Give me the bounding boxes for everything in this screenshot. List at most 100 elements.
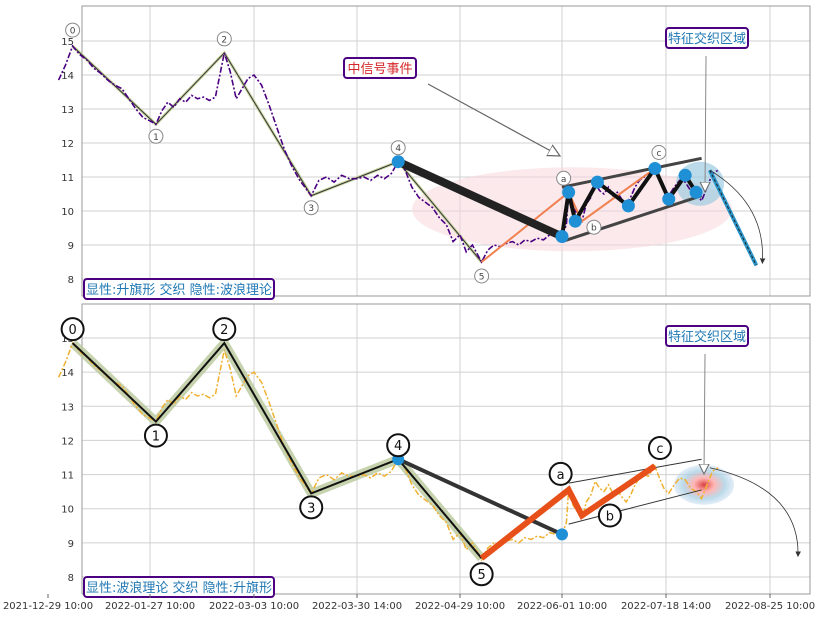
bottom-flag-point <box>556 528 568 541</box>
bottom-interweave-arrow <box>704 353 705 474</box>
top-y-tick-label: 12 <box>61 139 74 150</box>
top-footer-label: 显性:升旗形 交织 隐性:波浪理论 <box>86 282 272 298</box>
top-wave-label-circle <box>303 200 319 216</box>
x-tick-label: 2022-03-30 14:00 <box>312 601 402 612</box>
top-wave-label: 1 <box>153 133 159 143</box>
bottom-wave-label-circle <box>212 317 237 342</box>
top-annotation-label: 中信号事件 <box>347 62 412 77</box>
top-interweave-arrow <box>705 55 706 192</box>
top-flag-point <box>689 185 703 199</box>
top-wave-label: 2 <box>221 35 227 45</box>
top-y-tick-label: 13 <box>61 105 74 116</box>
bottom-footer-box <box>83 576 275 598</box>
bottom-wave-label-circle <box>60 317 85 342</box>
bottom-y-tick-label: 12 <box>61 436 74 447</box>
x-tick-label: 2022-08-25 10:00 <box>725 601 815 612</box>
top-wave-label-circle <box>390 140 406 156</box>
bottom-panel: 89101112131415012345abc特征交织区域显性:波浪理论 交织 … <box>57 303 811 598</box>
top-wave-label: 3 <box>308 204 314 214</box>
top-wave-label: 5 <box>479 273 485 283</box>
top-abc-label-circle <box>651 145 667 160</box>
x-tick-label: 2022-03-03 10:00 <box>209 601 299 612</box>
top-abc-label: a <box>561 175 567 185</box>
top-flag-point <box>562 185 576 199</box>
bottom-wave-label: 3 <box>307 501 315 516</box>
bottom-abc-label: b <box>606 510 614 525</box>
top-wave-shadow <box>71 45 483 263</box>
bottom-wave-label: 4 <box>394 439 402 454</box>
top-wave-label: 0 <box>70 27 76 37</box>
bottom-wave-label-circle <box>143 423 168 448</box>
bottom-plot-frame <box>81 303 811 595</box>
bottom-wave-label-circle <box>386 433 411 458</box>
bottom-y-tick-label: 14 <box>61 368 74 379</box>
bottom-wave-line <box>71 341 483 559</box>
bottom-abc-label-circle <box>597 503 622 528</box>
top-flag-point <box>391 155 405 169</box>
x-tick-label: 2022-06-01 10:00 <box>517 601 607 612</box>
bottom-abc-label: c <box>656 442 663 457</box>
bottom-wave-label: 0 <box>68 323 76 338</box>
top-flag-channel-upper <box>561 156 702 189</box>
x-tick-label: 2021-12-29 10:00 <box>3 601 93 612</box>
top-flag-point <box>648 162 662 175</box>
top-plot-border <box>81 5 811 297</box>
top-annotation-box <box>343 57 417 79</box>
top-abc-label: c <box>656 149 661 159</box>
top-y-tick-label: 8 <box>68 275 74 286</box>
bottom-wave-label: 5 <box>477 568 485 583</box>
bottom-wave-label: 1 <box>152 430 160 445</box>
bottom-plot-border <box>81 303 811 595</box>
bottom-y-tick-label: 8 <box>68 573 74 584</box>
top-y-tick-label: 10 <box>61 207 74 218</box>
top-flag-point <box>662 192 676 206</box>
bottom-price-series <box>57 341 719 562</box>
top-wave-label-circle <box>65 22 81 38</box>
top-flag-channel-lower <box>561 194 703 244</box>
top-flag-pole <box>396 158 564 241</box>
bottom-wave-shadow <box>69 335 486 562</box>
top-wave-label-circle <box>216 31 232 47</box>
top-y-tick-label: 9 <box>68 241 74 252</box>
bottom-annotation-label: 特征交织区域 <box>668 329 746 345</box>
x-tick-label: 2022-04-29 10:00 <box>415 601 505 612</box>
bottom-abc-line <box>479 463 657 561</box>
top-flag-point <box>621 199 635 213</box>
bottom-abc-label-circle <box>647 436 672 461</box>
bottom-wave4-continuation <box>397 457 563 537</box>
top-projection-dash <box>709 169 757 266</box>
top-projection-arrow <box>709 169 766 264</box>
top-signal-arrow <box>427 83 560 156</box>
bottom-y-tick-label: 13 <box>61 402 74 413</box>
bottom-y-tick-label: 9 <box>68 539 74 550</box>
top-wave-line <box>72 45 482 263</box>
bottom-footer-label: 显性:波浪理论 交织 隐性:升旗形 <box>86 580 272 596</box>
bottom-wave-label-circle <box>469 562 494 587</box>
top-footer-box <box>83 278 275 300</box>
x-tick-label: 2022-01-27 10:00 <box>105 601 195 612</box>
top-plot-frame <box>81 5 811 297</box>
top-abc-label-circle <box>586 219 602 235</box>
bottom-abc-label: a <box>557 468 565 483</box>
bottom-y-tick-label: 10 <box>61 505 74 516</box>
bottom-flag-channel-lower <box>568 489 702 525</box>
top-y-tick-label: 11 <box>61 173 74 184</box>
top-panel: 89101112131415012345abc中信号事件特征交织区域显性:升旗形… <box>57 5 811 300</box>
top-annotation-box <box>665 27 749 49</box>
top-wave-label-circle <box>148 128 164 144</box>
top-abc-label-circle <box>556 170 572 186</box>
bottom-y-tick-label: 11 <box>61 471 74 482</box>
bottom-wave-label: 2 <box>220 323 228 338</box>
top-wave-label-circle <box>474 268 490 284</box>
top-flag-point <box>555 230 569 243</box>
bottom-annotation-box <box>665 325 749 347</box>
top-flag-point <box>590 175 604 189</box>
top-y-tick-label: 15 <box>61 37 74 48</box>
top-flag-point <box>678 168 692 182</box>
bottom-flag-channel-upper <box>568 458 702 484</box>
bottom-interweave-hotspot <box>674 464 734 505</box>
top-flag-point <box>568 214 582 228</box>
bottom-projection-arrow <box>709 467 801 558</box>
